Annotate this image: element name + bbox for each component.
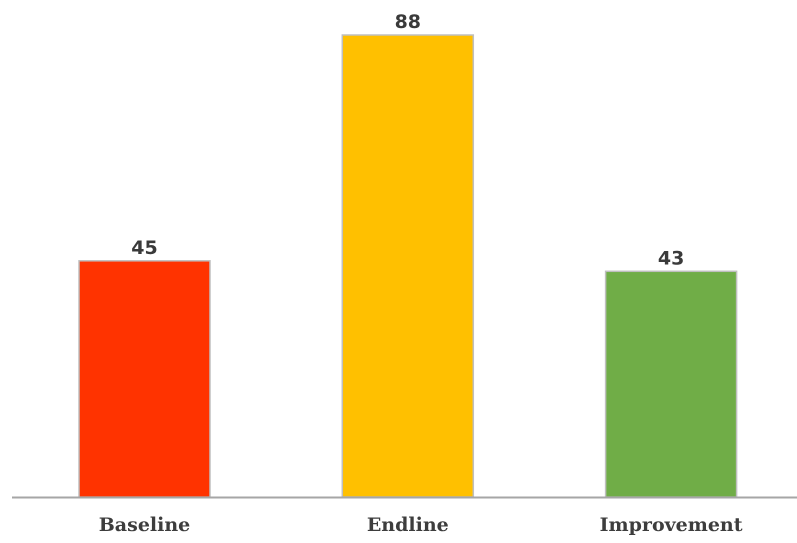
category-label-baseline: Baseline [99,514,191,536]
category-label-improvement: Improvement [600,514,743,536]
value-labels-layer: 45 88 43 [131,11,684,269]
value-label-endline: 88 [395,11,421,33]
bar-improvement [604,270,738,498]
bar-endline [341,34,475,498]
value-label-improvement: 43 [658,247,684,269]
bar-baseline [78,260,211,498]
category-labels-layer: Baseline Endline Improvement [99,514,743,536]
category-label-endline: Endline [367,514,449,536]
bars-layer [78,34,738,498]
value-label-baseline: 45 [131,237,157,259]
